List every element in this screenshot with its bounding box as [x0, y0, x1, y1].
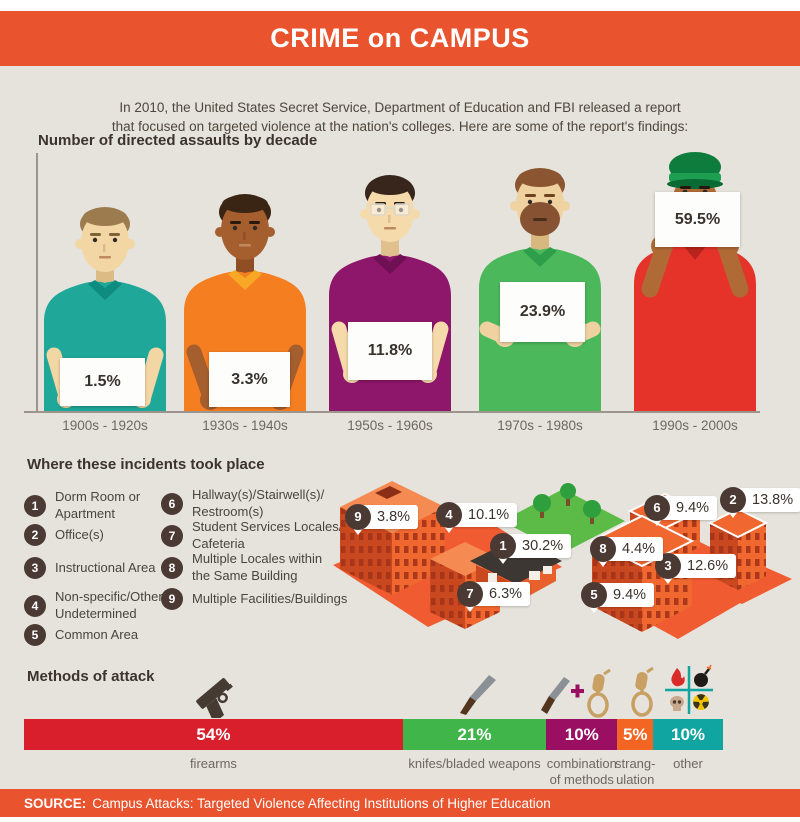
badge-pointer-icon	[497, 556, 509, 570]
location-badge-1: 30.2% 1	[490, 533, 572, 564]
legend-num-8: 8	[161, 556, 183, 579]
bar-segment-combination: 10% combination of methods	[546, 719, 618, 787]
bar-segment-knives: 21% knifes/bladed weapons	[402, 719, 547, 771]
legend-item-1: 1 Dorm Room or Apartment	[24, 489, 140, 522]
noose-icon	[631, 666, 654, 717]
decade-label-3: 1950s - 1960s	[347, 418, 433, 433]
legend-num-9: 9	[161, 588, 183, 610]
legend-item-6: 6 Hallway(s)/Stairwell(s)/Restroom(s)	[161, 487, 324, 520]
y-axis-line	[36, 153, 38, 412]
knife-noose-icon	[541, 668, 611, 718]
gun-icon	[196, 678, 233, 718]
intro-line-2: that focused on targeted violence at the…	[111, 118, 689, 134]
decade-label-4: 1970s - 1980s	[497, 418, 583, 433]
badge-pointer-icon	[352, 527, 364, 541]
legend-item-7: 7 Student Services Locales/Cafeteria	[161, 519, 342, 552]
bottom-strip	[0, 817, 800, 822]
hazards-icon	[665, 664, 713, 714]
legend-num-3: 3	[24, 557, 46, 579]
header-banner: CRIME on CAMPUS	[0, 11, 800, 66]
legend-num-7: 7	[161, 524, 183, 547]
badge-pointer-icon	[662, 576, 674, 590]
legend-num-6: 6	[161, 492, 183, 515]
legend-num-4: 4	[24, 594, 46, 617]
decade-label-5: 1990s - 2000s	[652, 418, 738, 433]
bar-segment-other: 10% other	[653, 719, 723, 771]
location-badge-9: 3.8% 9	[345, 504, 419, 535]
locations-heading: Where these incidents took place	[27, 456, 265, 473]
location-badge-5: 9.4% 5	[581, 582, 655, 613]
legend-num-5: 5	[24, 624, 46, 646]
location-badge-2: 13.8% 2	[720, 487, 800, 518]
bar-segment-strangulation: 5% strang- ulation	[615, 719, 655, 787]
page-title: CRIME on CAMPUS	[270, 23, 530, 53]
x-axis-line	[24, 411, 760, 413]
badge-pointer-icon	[727, 510, 739, 524]
assaults-heading: Number of directed assaults by decade	[38, 132, 318, 149]
assault-value-5: 59.5%	[674, 210, 721, 228]
badge-pointer-icon	[651, 518, 663, 532]
location-badge-8: 4.4% 8	[590, 536, 664, 567]
decade-label-1: 1900s - 1920s	[62, 418, 148, 433]
badge-pointer-icon	[597, 559, 609, 573]
legend-item-3: 3 Instructional Area	[24, 557, 155, 579]
decade-label-2: 1930s - 1940s	[202, 418, 288, 433]
intro-line-1: In 2010, the United States Secret Servic…	[119, 99, 681, 115]
assault-value-3: 11.8%	[367, 342, 413, 359]
intro-text: In 2010, the United States Secret Servic…	[0, 98, 800, 136]
source-text: Campus Attacks: Targeted Violence Affect…	[92, 795, 551, 811]
assault-sign-2: 3.3%	[209, 352, 290, 407]
legend-item-8: 8 Multiple Locales within the Same Buildi…	[161, 551, 322, 584]
methods-bar: 54% firearms 21% knifes/bladed weapons 1…	[24, 719, 723, 787]
badge-pointer-icon	[588, 605, 600, 619]
location-badge-4: 10.1% 4	[436, 502, 518, 533]
assault-sign-4: 23.9%	[500, 282, 585, 342]
methods-heading: Methods of attack	[27, 668, 155, 685]
source-bar: SOURCE: Campus Attacks: Targeted Violenc…	[0, 789, 800, 817]
assault-value-2: 3.3%	[231, 370, 268, 388]
legend-item-2: 2 Office(s)	[24, 524, 104, 546]
top-strip	[0, 0, 800, 11]
legend-num-1: 1	[24, 494, 46, 517]
source-prefix: SOURCE:	[24, 795, 87, 811]
location-badge-6: 9.4% 6	[644, 495, 718, 526]
assault-sign-1: 1.5%	[60, 358, 145, 406]
bar-segment-firearms: 54% firearms	[24, 719, 403, 771]
assault-value-1: 1.5%	[84, 373, 121, 390]
knife-icon	[460, 675, 496, 715]
legend-item-9: 9 Multiple Facilities/Buildings	[161, 588, 347, 610]
location-badge-3: 12.6% 3	[655, 553, 737, 584]
assault-value-4: 23.9%	[519, 303, 566, 320]
legend-item-5: 5 Common Area	[24, 624, 138, 646]
legend-num-2: 2	[24, 524, 46, 546]
badge-pointer-icon	[464, 604, 476, 618]
assault-sign-5: 59.5%	[655, 192, 740, 247]
legend-item-4: 4 Non-specific/Other/Undetermined	[24, 589, 166, 622]
badge-pointer-icon	[443, 525, 455, 539]
location-badge-7: 6.3% 7	[457, 581, 531, 612]
person-figure-5	[634, 152, 756, 411]
assault-sign-3: 11.8%	[348, 322, 432, 380]
